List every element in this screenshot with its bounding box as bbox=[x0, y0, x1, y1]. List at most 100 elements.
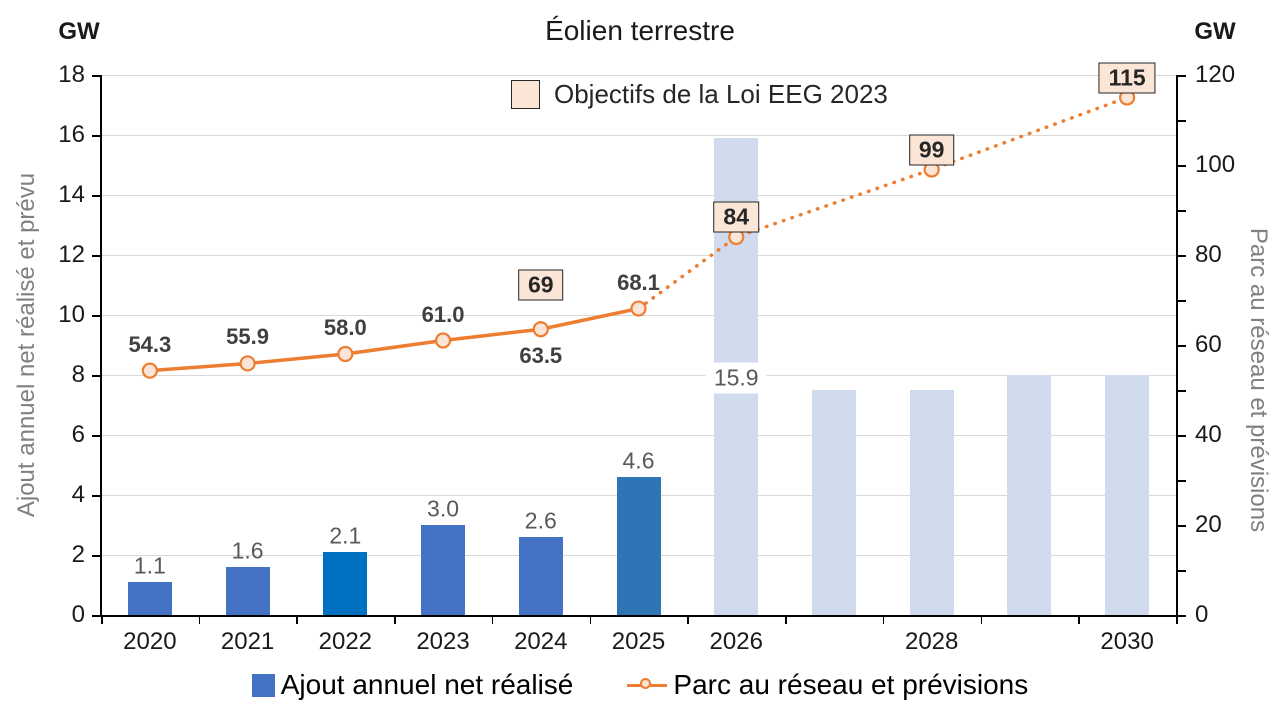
right-axis-tick bbox=[1177, 120, 1186, 122]
line-label-2022: 58.0 bbox=[323, 315, 367, 340]
x-axis-tick bbox=[589, 615, 592, 624]
x-tick-label-2026: 2026 bbox=[709, 628, 763, 655]
bar-series-swatch bbox=[251, 673, 275, 697]
bar-2020 bbox=[127, 582, 172, 615]
right-axis-tick-label: 60 bbox=[1195, 331, 1222, 358]
line-marker-2022 bbox=[337, 345, 354, 363]
x-axis-tick bbox=[491, 615, 494, 624]
right-axis-tick bbox=[1177, 615, 1186, 617]
bar-2023 bbox=[421, 525, 466, 615]
line-label-2021: 55.9 bbox=[226, 324, 269, 350]
gridline bbox=[101, 75, 1176, 76]
bar-label-2022: 2.1 bbox=[329, 522, 362, 549]
right-axis-tick-label: 20 bbox=[1195, 511, 1222, 538]
bar-2025 bbox=[616, 477, 661, 615]
legend-item-line: Parc au réseau et prévisions bbox=[627, 669, 1028, 701]
x-tick-label-2020: 2020 bbox=[123, 628, 177, 655]
right-axis-tick bbox=[1177, 300, 1186, 302]
x-axis-line bbox=[100, 615, 1177, 617]
line-label-2020: 54.3 bbox=[128, 331, 172, 357]
bar-label-2021: 1.6 bbox=[231, 537, 264, 564]
target-box-2028: 99 bbox=[908, 134, 955, 165]
right-axis-tick bbox=[1177, 390, 1186, 392]
left-axis-tick bbox=[92, 435, 101, 437]
x-axis-tick bbox=[296, 615, 298, 624]
x-tick-label-2022: 2022 bbox=[318, 628, 373, 655]
left-axis-tick-label: 12 bbox=[58, 241, 85, 268]
x-tick-label-2030: 2030 bbox=[1100, 628, 1154, 655]
left-axis-tick bbox=[92, 315, 101, 317]
line-marker-2025 bbox=[630, 300, 647, 317]
bar-2021 bbox=[225, 567, 270, 615]
gridline bbox=[101, 375, 1176, 376]
bar-label-2024: 2.6 bbox=[524, 507, 557, 534]
left-axis-tick-label: 6 bbox=[71, 421, 85, 448]
right-axis-tick bbox=[1177, 255, 1186, 257]
target-legend-swatch bbox=[511, 80, 540, 109]
right-axis-tick-label: 80 bbox=[1195, 241, 1222, 268]
bar-series-label: Ajout annuel net réalisé bbox=[280, 669, 574, 700]
x-tick-label-2021: 2021 bbox=[220, 628, 275, 655]
left-axis-tick-label: 8 bbox=[71, 361, 85, 388]
left-axis-tick-label: 2 bbox=[71, 541, 85, 568]
left-axis-line bbox=[100, 75, 102, 615]
left-axis-tick bbox=[92, 375, 101, 377]
right-axis-tick bbox=[1177, 165, 1186, 167]
line-solid-segment bbox=[149, 306, 639, 373]
right-axis-tick bbox=[1177, 435, 1186, 437]
x-axis-tick bbox=[101, 615, 103, 624]
right-axis-tick bbox=[1177, 525, 1186, 527]
x-tick-label-2025: 2025 bbox=[611, 628, 666, 655]
target-legend-label: Objectifs de la Loi EEG 2023 bbox=[554, 79, 888, 109]
x-axis-tick bbox=[980, 615, 983, 624]
right-axis-unit: GW bbox=[1194, 18, 1236, 45]
left-axis-title: Ajout annuel net réalisé et prévu bbox=[13, 172, 40, 518]
line-label-2023: 61.0 bbox=[421, 301, 465, 327]
target-box-2026: 84 bbox=[713, 201, 760, 233]
x-axis-tick bbox=[1176, 615, 1178, 624]
left-axis-tick bbox=[92, 255, 101, 257]
legend-item-bars: Ajout annuel net réalisé bbox=[251, 669, 574, 701]
bar-2028 bbox=[909, 390, 954, 615]
x-tick-label-2023: 2023 bbox=[416, 628, 470, 655]
chart-title: Éolien terrestre bbox=[545, 15, 735, 46]
left-axis-tick-label: 16 bbox=[58, 121, 85, 148]
x-axis-tick bbox=[882, 615, 885, 624]
left-axis-tick-label: 18 bbox=[58, 61, 85, 88]
line-marker-2021 bbox=[239, 355, 256, 372]
line-marker-2020 bbox=[141, 362, 158, 379]
gridline bbox=[101, 255, 1176, 256]
line-label-2024: 63.5 bbox=[519, 343, 563, 369]
left-axis-tick bbox=[92, 615, 101, 617]
right-axis-tick bbox=[1177, 570, 1186, 572]
x-axis-tick bbox=[785, 615, 787, 624]
gridline bbox=[101, 435, 1176, 436]
target-legend: Objectifs de la Loi EEG 2023 bbox=[511, 79, 888, 110]
left-axis-tick bbox=[92, 495, 101, 497]
line-marker-2024 bbox=[532, 321, 549, 338]
x-axis-tick bbox=[198, 615, 201, 624]
bottom-legend: Ajout annuel net réalisé Parc au réseau … bbox=[0, 669, 1280, 701]
target-box-2030: 115 bbox=[1098, 62, 1156, 93]
left-axis-tick bbox=[92, 555, 101, 557]
right-axis-tick-label: 40 bbox=[1195, 421, 1222, 448]
right-axis-line bbox=[1176, 75, 1178, 615]
right-axis-tick bbox=[1177, 210, 1186, 212]
bar-label-2020: 1.1 bbox=[133, 552, 166, 579]
x-tick-label-2028: 2028 bbox=[904, 628, 959, 655]
line-marker-2023 bbox=[434, 332, 452, 349]
bar-2030 bbox=[1105, 375, 1150, 615]
bar-2027 bbox=[811, 390, 856, 615]
right-axis-tick-label: 100 bbox=[1195, 151, 1236, 178]
line-swatch-marker bbox=[640, 678, 652, 689]
left-axis-tick bbox=[92, 195, 101, 197]
left-axis-tick-label: 0 bbox=[71, 601, 85, 628]
line-series-swatch bbox=[627, 673, 668, 697]
right-axis-tick bbox=[1177, 480, 1186, 482]
target-box-2024: 69 bbox=[517, 269, 564, 300]
x-axis-tick bbox=[1078, 615, 1080, 624]
left-axis-tick-label: 10 bbox=[58, 301, 85, 328]
line-label-2025: 68.1 bbox=[617, 269, 660, 295]
bar-2022 bbox=[323, 552, 368, 615]
